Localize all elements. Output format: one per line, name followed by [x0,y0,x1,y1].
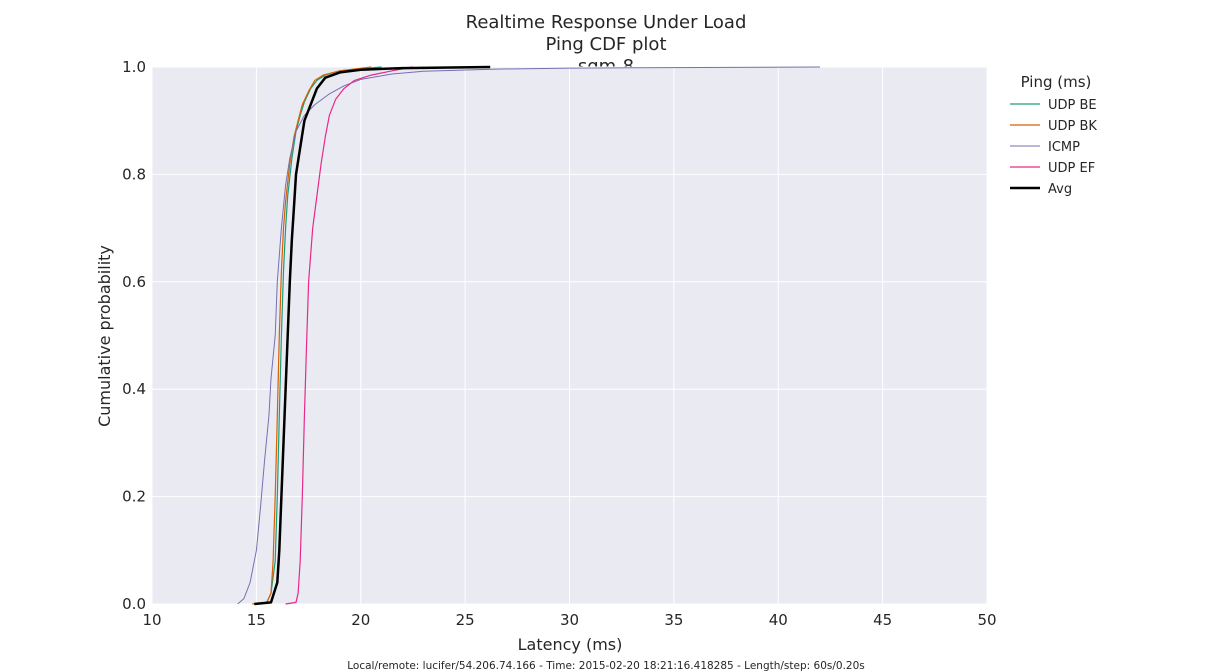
legend-items: UDP BE UDP BK ICMP UDP EF Avg [1010,98,1097,197]
series-line-udp-be [256,66,382,605]
legend-label: UDP EF [1048,161,1095,176]
legend-label: UDP BE [1048,98,1097,113]
y-axis-label: Cumulative probability [95,245,114,427]
x-tick-label: 35 [664,611,683,629]
series-line-udp-bk [252,66,372,605]
y-tick-labels: 0.0 0.2 0.4 0.6 0.8 1.0 [122,58,146,613]
x-tick-label: 30 [560,611,579,629]
series-line-udp-ef [285,66,414,605]
footer-text: Local/remote: lucifer/54.206.74.166 - Ti… [347,660,865,672]
y-tick-label: 0.2 [122,488,146,506]
chart-title-line-1: Realtime Response Under Load [466,12,747,33]
legend-label: UDP BK [1048,119,1097,134]
y-tick-label: 0.8 [122,165,146,183]
y-tick-label: 0.4 [122,380,146,398]
series-lines [237,65,821,606]
x-axis-label: Latency (ms) [518,635,623,654]
x-tick-label: 50 [977,611,996,629]
y-tick-label: 0.6 [122,273,146,291]
chart-title-line-2: Ping CDF plot [545,34,666,55]
x-tick-label: 40 [769,611,788,629]
grid-lines [151,66,988,605]
legend: Ping (ms) UDP BE UDP BK ICMP UDP EF Avg [1010,73,1097,197]
x-tick-label: 45 [873,611,892,629]
series-line-avg [254,65,491,606]
legend-label: ICMP [1048,140,1080,155]
x-tick-label: 15 [247,611,266,629]
y-tick-label: 1.0 [122,58,146,76]
x-tick-label: 10 [142,611,161,629]
y-tick-label: 0.0 [122,595,146,613]
x-tick-label: 20 [351,611,370,629]
x-tick-label: 25 [456,611,475,629]
legend-label: Avg [1048,182,1072,197]
series-line-icmp [237,66,821,605]
x-tick-labels: 10 15 20 25 30 35 40 45 50 [142,611,996,629]
legend-title: Ping (ms) [1021,73,1092,91]
